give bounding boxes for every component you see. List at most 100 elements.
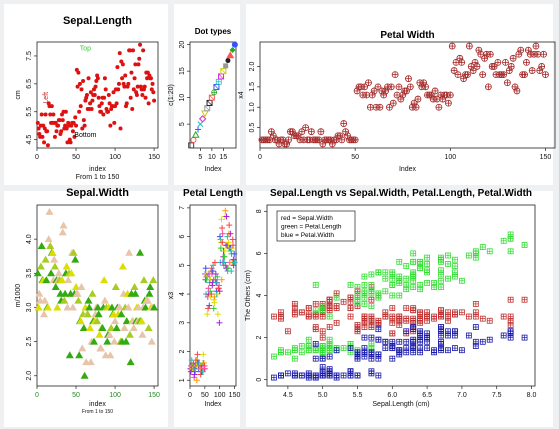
- data-point: [89, 337, 98, 345]
- data-point: [138, 330, 147, 338]
- data-point: [120, 62, 125, 67]
- data-point: [39, 112, 44, 117]
- data-point: [83, 310, 92, 318]
- data-point: [68, 303, 77, 311]
- data-point: [77, 282, 86, 290]
- data-point: [78, 104, 83, 109]
- data-point: [35, 289, 44, 297]
- multi-ytick-label: 2: [256, 336, 263, 340]
- data-point: [79, 323, 88, 331]
- petal_length-ytick-label: 5: [179, 263, 186, 267]
- data-point-b: [197, 121, 204, 128]
- dot_types-xtick-label: 15: [219, 154, 227, 161]
- data-point: [36, 126, 41, 131]
- dot_types-xtick-label: 5: [198, 154, 202, 161]
- data-point: [33, 269, 42, 277]
- multi-xtick-label: 6.0: [387, 392, 397, 399]
- multi-xtick-label: 5.0: [318, 392, 328, 399]
- data-point: [101, 112, 106, 117]
- petal_length-plot-frame: [189, 204, 237, 387]
- dot_types-xlabel: Index: [204, 166, 222, 173]
- sepal_width-title: Sepal.Width: [66, 187, 129, 199]
- data-point: [42, 276, 51, 284]
- data-point: [144, 323, 153, 331]
- data-point: [133, 62, 138, 67]
- petal_width-xtick-label: 150: [540, 154, 552, 161]
- sepal_length-xlabel: index: [89, 166, 106, 173]
- sepal_length-plot-frame: [36, 41, 159, 149]
- data-point: [75, 84, 80, 89]
- data-point: [141, 48, 146, 53]
- data-point: [117, 51, 122, 56]
- data-point: [135, 84, 140, 89]
- petal_length-xtick-label: 150: [229, 392, 241, 399]
- data-point: [48, 248, 57, 256]
- petal_length-ytick-label: 4: [179, 292, 186, 296]
- data-point: [122, 317, 131, 325]
- data-point: [117, 310, 126, 318]
- data-point: [45, 207, 54, 215]
- petal_length-panel: [174, 191, 240, 427]
- data-point: [59, 221, 68, 229]
- multi-xtick-label: 4.5: [283, 392, 293, 399]
- data-point: [74, 123, 79, 128]
- data-point: [96, 95, 101, 100]
- data-point: [149, 276, 158, 284]
- data-point: [45, 143, 50, 148]
- petal_length-xlabel: Index: [204, 401, 222, 408]
- sepal_length-xlabel-sub: From 1 to 150: [76, 174, 120, 181]
- sepal_length-xtick-label: 50: [72, 154, 80, 161]
- data-point: [44, 235, 53, 243]
- data-point: [95, 76, 100, 81]
- data-point: [131, 87, 136, 92]
- data-point: [56, 123, 61, 128]
- data-point: [112, 323, 121, 331]
- multi-ytick-label: 6: [256, 251, 263, 255]
- petal_width-ytick-label: 1.5: [249, 82, 256, 92]
- petal_width-plot-frame: [259, 41, 556, 149]
- data-point: [40, 310, 49, 318]
- data-point: [208, 94, 215, 101]
- annotation-bottom: Bottom: [74, 132, 96, 139]
- data-point: [88, 90, 93, 95]
- data-point: [68, 140, 73, 145]
- data-point: [51, 112, 56, 117]
- data-point: [71, 255, 80, 263]
- data-point: [86, 358, 95, 366]
- data-point: [41, 255, 50, 263]
- data-point: [67, 269, 76, 277]
- sepal_width-ytick-label: 3.0: [26, 302, 33, 312]
- data-point: [131, 289, 140, 297]
- data-point: [191, 130, 200, 138]
- petal_length-ytick-label: 6: [179, 235, 186, 239]
- data-point: [99, 101, 104, 106]
- petal_length-ytick-label: 7: [179, 206, 186, 210]
- legend-box: [276, 210, 356, 242]
- data-point: [102, 95, 107, 100]
- data-point: [86, 76, 91, 81]
- data-point: [42, 140, 47, 145]
- data-point: [93, 84, 98, 89]
- multi-xtick-label: 6.5: [422, 392, 432, 399]
- data-point: [116, 87, 121, 92]
- data-point: [145, 76, 150, 81]
- data-point: [57, 276, 66, 284]
- data-point: [72, 282, 81, 290]
- data-point: [146, 282, 155, 290]
- data-point: [76, 317, 85, 325]
- data-point: [146, 101, 151, 106]
- sepal_width-xtick-label: 100: [109, 392, 121, 399]
- data-point-b: [220, 68, 227, 74]
- sepal_length-ytick-label: 6.5: [26, 79, 33, 89]
- data-point: [134, 93, 139, 97]
- data-point: [34, 303, 43, 311]
- data-point: [107, 303, 116, 311]
- petal_length-ytick-label: 2: [179, 349, 186, 353]
- data-point: [50, 262, 59, 270]
- data-point: [145, 289, 154, 297]
- data-point: [60, 296, 69, 304]
- data-point: [93, 303, 102, 311]
- data-point: [58, 228, 67, 236]
- multi-xtick-label: 7.0: [457, 392, 467, 399]
